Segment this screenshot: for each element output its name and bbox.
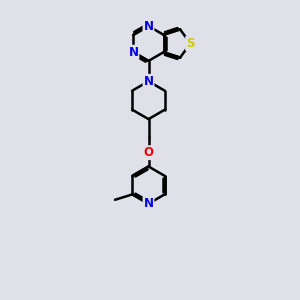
Text: O: O [143, 146, 154, 159]
Text: N: N [143, 20, 154, 33]
Text: N: N [143, 75, 154, 88]
Text: N: N [143, 197, 154, 210]
Text: S: S [186, 37, 195, 50]
Text: N: N [128, 46, 138, 59]
